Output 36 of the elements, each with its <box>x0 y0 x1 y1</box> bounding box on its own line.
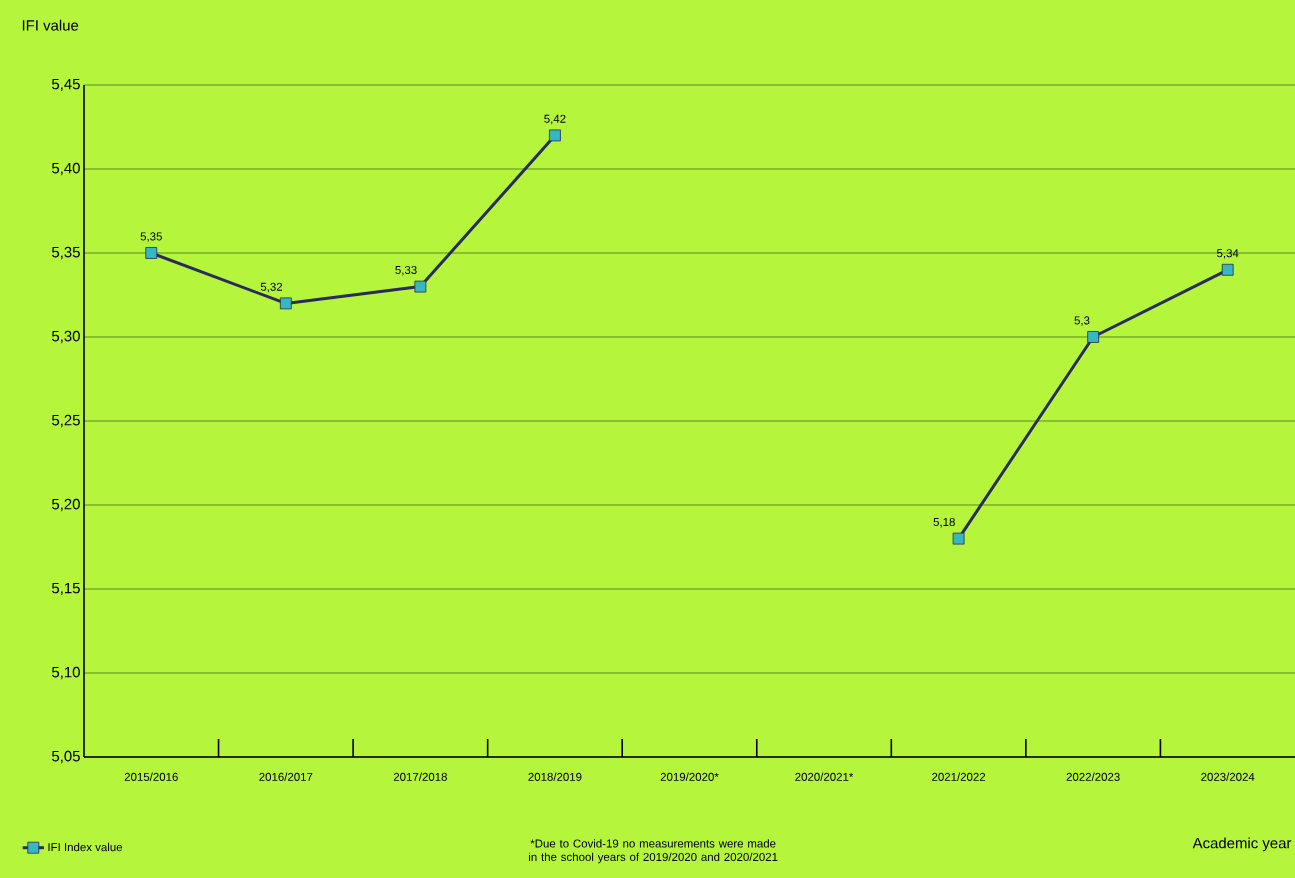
y-tick-label: 5,30 <box>51 330 80 344</box>
x-tick-label: 2020/2021* <box>795 772 854 781</box>
y-tick-label: 5,05 <box>51 750 80 764</box>
y-tick-label: 5,45 <box>51 78 80 92</box>
y-tick-label: 5,35 <box>51 246 80 260</box>
legend-label: IFI Index value <box>48 842 123 852</box>
x-tick-label: 2022/2023 <box>1066 772 1120 781</box>
x-tick-label: 2017/2018 <box>393 772 447 781</box>
point <box>549 129 561 142</box>
y-tick-label: 5,10 <box>51 666 80 680</box>
x-tick-label: 2021/2022 <box>932 772 986 781</box>
y-tick-label: 5,40 <box>51 162 80 176</box>
point <box>1087 331 1100 343</box>
data-label: 5,33 <box>395 265 417 276</box>
x-tick-label: 2018/2019 <box>528 772 582 781</box>
data-label: 5,18 <box>933 517 955 528</box>
x-tick-label: 2023/2024 <box>1201 772 1255 781</box>
x-axis-title: Academic year <box>1192 837 1292 852</box>
text: *Due to Covid-19 no measurements were made in the school years of 2019/2020 and 2020/2021 <box>529 839 778 864</box>
data-label: 5,3 <box>1074 316 1090 326</box>
data-label: 5,34 <box>1217 249 1239 259</box>
point <box>952 532 965 545</box>
x-tick-label: 2015/2016 <box>124 772 178 781</box>
point <box>414 280 427 293</box>
data-label: 5,35 <box>140 232 162 242</box>
y-axis-title: IFI value <box>22 19 79 31</box>
point <box>1221 263 1234 276</box>
data-label: 5,32 <box>260 282 283 293</box>
point <box>145 247 158 259</box>
y-tick-label: 5,25 <box>51 414 80 428</box>
y-tick-label: 5,15 <box>51 582 80 596</box>
y-tick-label: 5,20 <box>51 498 80 512</box>
x-tick-label: 2016/2017 <box>259 772 313 781</box>
data-label: 5,42 <box>544 114 566 125</box>
point <box>279 297 292 310</box>
x-tick-label: 2019/2020* <box>660 772 719 781</box>
